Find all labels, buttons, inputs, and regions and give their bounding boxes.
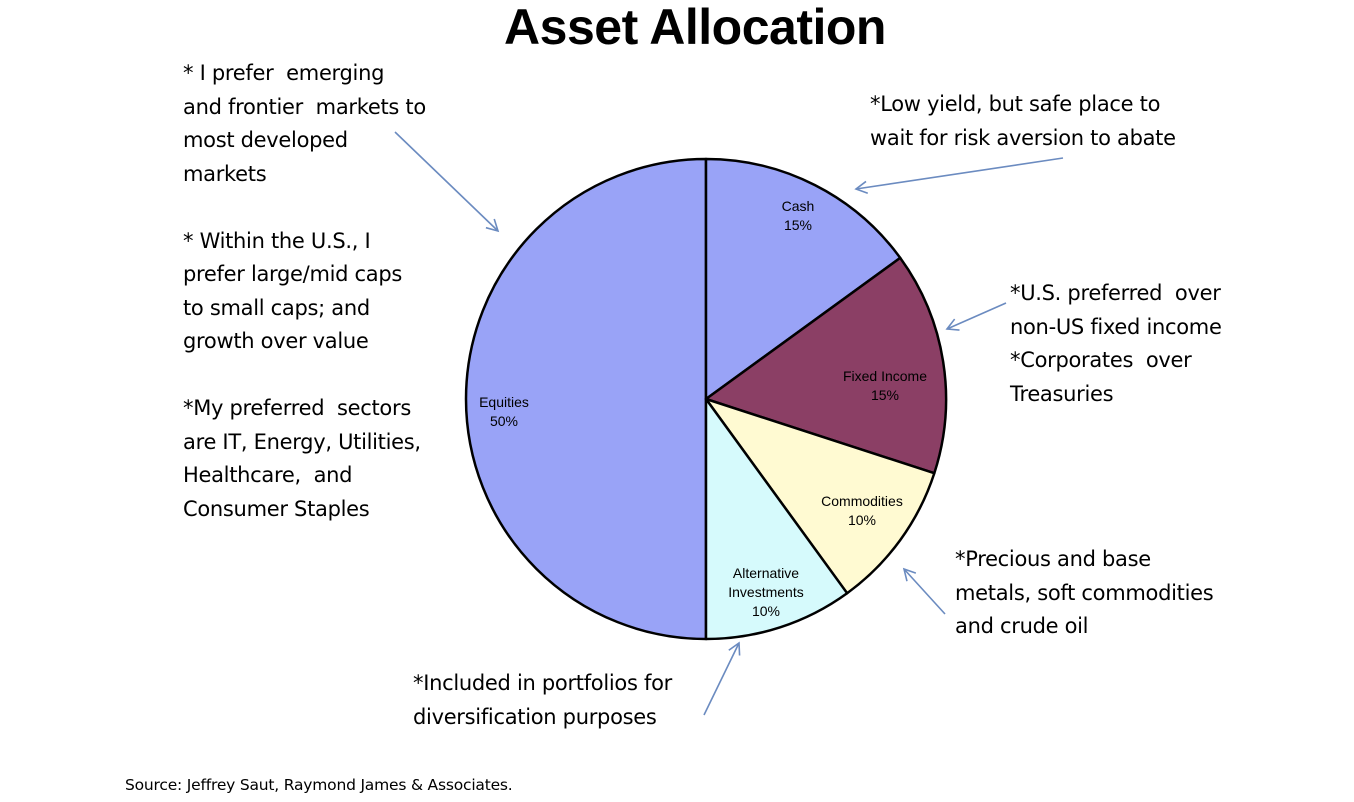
note-commodities: *Precious and base metals, soft commodit… bbox=[955, 547, 1214, 638]
note-alternative-investments: *Included in portfolios for diversificat… bbox=[413, 671, 672, 729]
note-fixed-income: *U.S. preferred over non-US fixed income… bbox=[1010, 281, 1222, 406]
chart-title: Asset Allocation bbox=[504, 0, 886, 55]
label-alternative-value: 10% bbox=[752, 603, 780, 619]
arrow-alternative-icon bbox=[703, 641, 741, 716]
label-cash-name: Cash bbox=[782, 198, 815, 214]
slice-cash bbox=[704, 157, 902, 401]
label-commodities-name: Commodities bbox=[821, 493, 903, 509]
note-equities: * I prefer emerging and frontier markets… bbox=[183, 61, 426, 521]
source-citation: Source: Jeffrey Saut, Raymond James & As… bbox=[125, 776, 513, 794]
arrow-commodities-icon bbox=[902, 567, 946, 615]
arrow-fixed-income-icon bbox=[945, 302, 1007, 331]
label-fixed-income-name: Fixed Income bbox=[843, 368, 927, 384]
note-cash: *Low yield, but safe place to wait for r… bbox=[870, 92, 1176, 150]
slice-alternative-investments bbox=[704, 397, 849, 641]
label-equities-value: 50% bbox=[490, 413, 518, 429]
label-alternative-name-line1: Alternative bbox=[733, 565, 799, 581]
slice-equities bbox=[464, 157, 708, 641]
label-fixed-income-value: 15% bbox=[871, 387, 899, 403]
label-commodities-value: 10% bbox=[848, 512, 876, 528]
arrow-cash-icon bbox=[854, 157, 1064, 195]
label-alternative-name-line2: Investments bbox=[728, 584, 803, 600]
label-equities-name: Equities bbox=[479, 394, 529, 410]
slice-commodities bbox=[704, 397, 936, 595]
slice-fixed-income bbox=[704, 256, 948, 475]
label-cash-value: 15% bbox=[784, 217, 812, 233]
arrow-equities-icon bbox=[394, 131, 500, 233]
